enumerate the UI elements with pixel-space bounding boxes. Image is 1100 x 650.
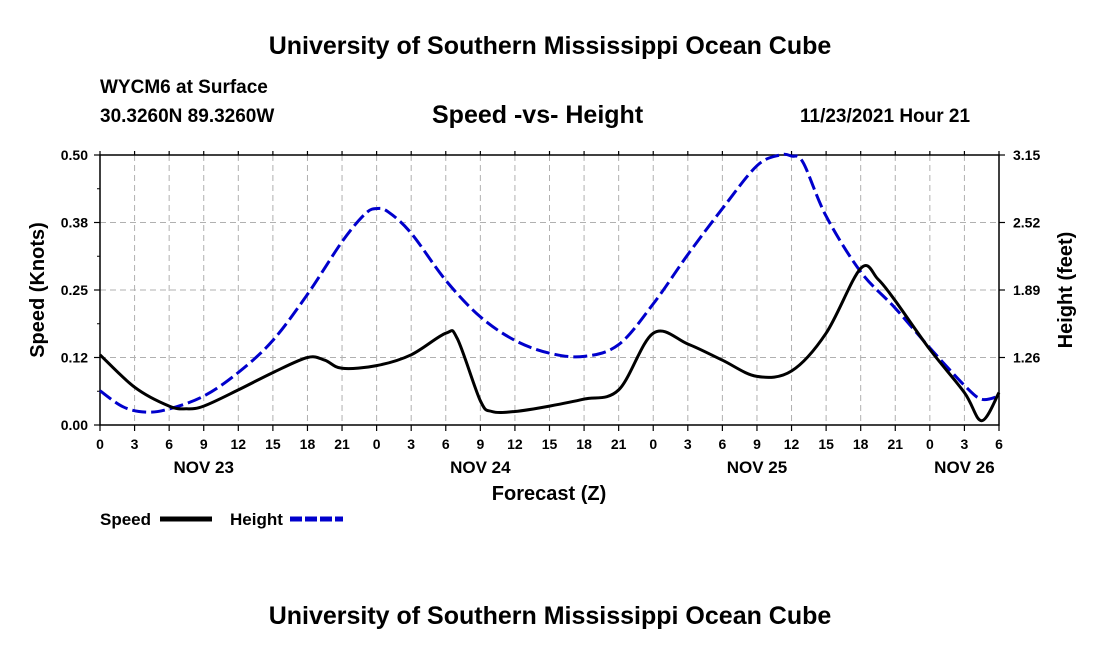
x-tick-label: 0 (926, 436, 934, 452)
y-tick-label: 0.25 (61, 282, 88, 298)
x-tick-label: 0 (373, 436, 381, 452)
legend: Speed Height (100, 510, 343, 529)
date-label: NOV 23 (173, 458, 233, 477)
x-tick-label: 6 (718, 436, 726, 452)
x-tick-label: 0 (649, 436, 657, 452)
y2-tick-label: 2.52 (1013, 215, 1040, 231)
x-tick-label: 6 (995, 436, 1003, 452)
date-label: NOV 26 (934, 458, 994, 477)
x-tick-label: 3 (684, 436, 692, 452)
x-tick-label: 15 (265, 436, 281, 452)
datetime-label: 11/23/2021 Hour 21 (800, 106, 971, 127)
series-line-speed (98, 264, 1001, 423)
coordinates-label: 30.3260N 89.3260W (100, 106, 275, 127)
y-tick-label: 0.50 (61, 147, 88, 163)
y-tick-label: 0.38 (61, 215, 88, 231)
y2-tick-label: 1.26 (1013, 350, 1040, 366)
x-tick-label: 9 (753, 436, 761, 452)
x-tick-label: 6 (442, 436, 450, 452)
chart-header-title: University of Southern Mississippi Ocean… (268, 32, 832, 60)
legend-label-speed: Speed (100, 510, 151, 529)
x-tick-label: 12 (231, 436, 247, 452)
y2-tick-label: 3.15 (1013, 147, 1040, 163)
y-tick-label: 0.00 (61, 417, 88, 433)
y-tick-label: 0.12 (61, 350, 88, 366)
x-tick-label: 18 (300, 436, 316, 452)
x-tick-label: 18 (853, 436, 869, 452)
x-tick-label: 3 (131, 436, 139, 452)
series-layer (98, 152, 1001, 423)
x-tick-label: 0 (96, 436, 104, 452)
x-tick-label: 9 (200, 436, 208, 452)
y2-axis-title: Height (feet) (1055, 232, 1077, 349)
x-tick-label: 12 (784, 436, 800, 452)
y-axis-title: Speed (Knots) (27, 222, 49, 358)
x-tick-label: 12 (507, 436, 523, 452)
series-line-height (99, 152, 1000, 414)
station-label: WYCM6 at Surface (100, 77, 268, 98)
chart-subtitle: Speed -vs- Height (432, 101, 644, 129)
x-tick-label: 21 (611, 436, 627, 452)
x-tick-label: 15 (818, 436, 834, 452)
x-tick-label: 21 (334, 436, 350, 452)
x-tick-label: 15 (542, 436, 558, 452)
x-tick-label: 21 (887, 436, 903, 452)
x-tick-label: 18 (576, 436, 592, 452)
footer-title: University of Southern Mississippi Ocean… (268, 602, 832, 630)
axis-layer: 0 3 6 9 12 15 18 21 0 3 6 9 12 15 18 21 0 3 6 9 12 15 18 21 0 3 6N… (61, 147, 1041, 477)
x-tick-label: 9 (476, 436, 484, 452)
y2-tick-label: 1.89 (1013, 282, 1040, 298)
x-tick-label: 6 (165, 436, 173, 452)
legend-label-height: Height (230, 510, 283, 529)
grid-layer (100, 155, 999, 425)
x-tick-label: 3 (407, 436, 415, 452)
date-label: NOV 25 (727, 458, 787, 477)
date-label: NOV 24 (450, 458, 511, 477)
x-axis-title: Forecast (Z) (492, 483, 606, 505)
x-tick-label: 3 (961, 436, 969, 452)
